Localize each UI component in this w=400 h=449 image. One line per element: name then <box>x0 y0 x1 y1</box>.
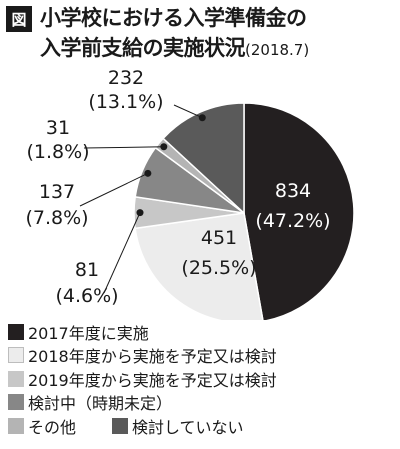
slice-percent-label-2017: (47.2%) <box>255 210 330 232</box>
slice-value-label-2018: 451 <box>201 227 237 249</box>
legend-swatch-2017 <box>8 323 24 340</box>
legend-item-2017: 2017年度に実施 <box>8 320 149 344</box>
legend-item-not-considering: 検討していない <box>112 414 244 438</box>
legend-row-2: 2018年度から実施を予定又は検討 <box>8 344 400 368</box>
legend-row-3: 2019年度から実施を予定又は検討 <box>8 367 400 391</box>
leader-dot-2019 <box>136 209 144 217</box>
slice-percent-label-undecided: (7.8%) <box>25 207 88 229</box>
legend-item-undecided: 検討中（時期未定） <box>8 390 172 414</box>
legend-item-other: その他 <box>8 414 76 438</box>
leader-dot-undecided <box>144 169 152 177</box>
slice-percent-label-other: (1.8%) <box>26 141 89 163</box>
slice-percent-label-2018: (25.5%) <box>181 257 256 279</box>
pie-slice-not-considering <box>162 102 245 215</box>
chart-title-line1: 小学校における入学準備金の <box>40 6 307 30</box>
chart-title-line2: 入学前支給の実施状況(2018.7) <box>40 32 309 62</box>
slice-value-label-2017: 834 <box>275 180 311 202</box>
chart-title-line2-text: 入学前支給の実施状況 <box>40 36 246 60</box>
legend-swatch-2018 <box>8 347 24 364</box>
slice-value-label-not-considering: 232 <box>108 67 144 89</box>
leader-line-undecided <box>79 172 149 207</box>
leader-line-2019 <box>103 212 141 294</box>
leader-line-not-considering <box>173 104 203 119</box>
legend-row-5: その他 検討していない <box>8 414 400 438</box>
leader-line-other <box>83 146 164 149</box>
slice-value-label-undecided: 137 <box>39 181 75 203</box>
pie-chart: 834(47.2%)451(25.5%)81(4.6%)137(7.8%)31(… <box>25 67 355 320</box>
slice-value-label-2019: 81 <box>75 259 99 281</box>
figure-badge: 図 <box>6 6 32 32</box>
leader-dot-other <box>160 143 168 151</box>
legend-label-not-considering: 検討していない <box>132 417 244 437</box>
legend-row-1: 2017年度に実施 <box>8 320 400 344</box>
legend: 2017年度に実施 2018年度から実施を予定又は検討 2019年度から実施を予… <box>8 320 400 438</box>
header: 図 小学校における入学準備金の 入学前支給の実施状況(2018.7) <box>0 0 400 64</box>
legend-swatch-2019 <box>8 370 24 387</box>
pie-slice-2018 <box>134 212 264 320</box>
slice-value-label-other: 31 <box>46 117 70 139</box>
leader-dot-not-considering <box>198 114 206 122</box>
legend-label-2018: 2018年度から実施を予定又は検討 <box>28 347 277 367</box>
legend-swatch-not-considering <box>112 417 129 434</box>
slice-percent-label-2019: (4.6%) <box>55 285 118 307</box>
slice-percent-label-not-considering: (13.1%) <box>88 91 163 113</box>
legend-item-2018: 2018年度から実施を予定又は検討 <box>8 343 277 367</box>
legend-label-undecided: 検討中（時期未定） <box>28 394 173 414</box>
legend-label-2019: 2019年度から実施を予定又は検討 <box>28 370 277 390</box>
legend-label-2017: 2017年度に実施 <box>28 323 149 343</box>
date-note: (2018.7) <box>245 41 310 59</box>
legend-item-2019: 2019年度から実施を予定又は検討 <box>8 367 277 391</box>
legend-swatch-other <box>8 417 24 434</box>
legend-label-other: その他 <box>28 417 77 437</box>
pie-slice-2017 <box>243 102 355 320</box>
legend-row-4: 検討中（時期未定） <box>8 391 400 415</box>
legend-swatch-undecided <box>8 394 24 411</box>
